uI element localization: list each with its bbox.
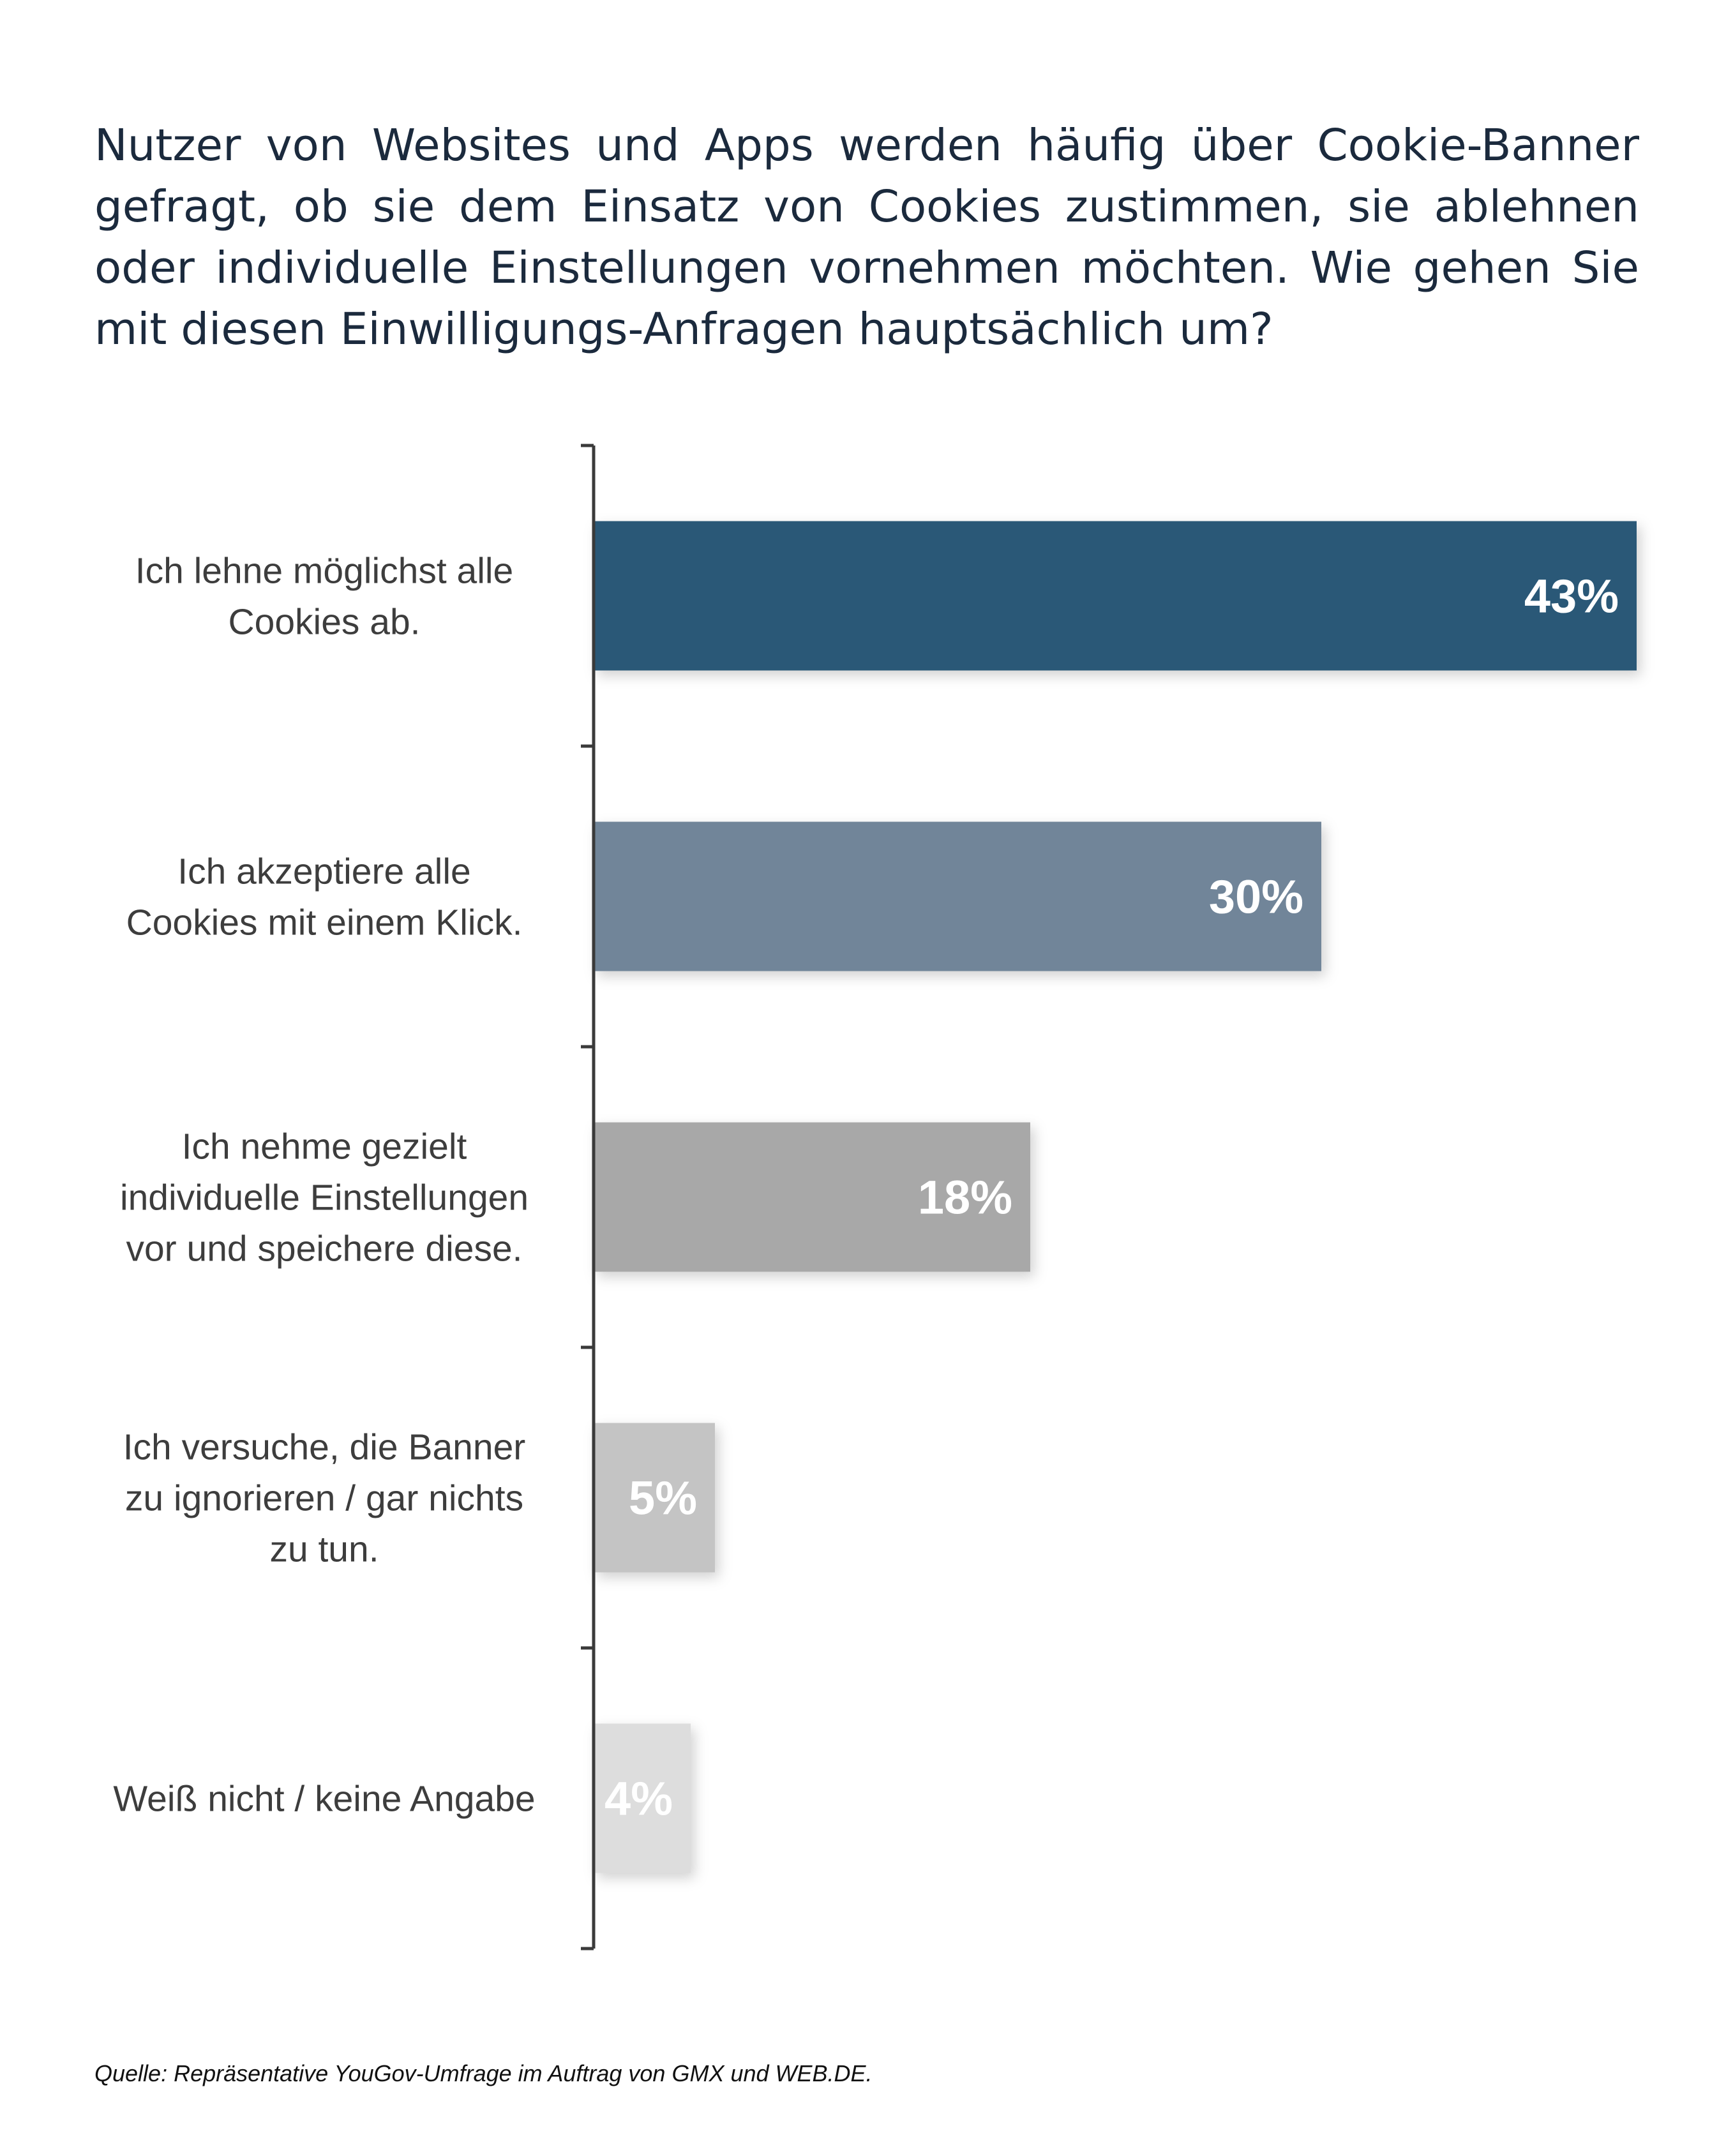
chart-title: Nutzer von Websites und Apps werden häuf… — [94, 120, 1639, 355]
data-label: 43% — [1524, 570, 1619, 623]
data-label: 30% — [1209, 871, 1303, 924]
bar — [594, 1723, 691, 1873]
category-label: Ich nehme gezielt individuelle Einstellun… — [120, 1127, 529, 1269]
data-label: 18% — [918, 1171, 1012, 1224]
category-label: Weiß nicht / keine Angabe — [113, 1779, 535, 1820]
category-label: Ich versuche, die Banner zu ignorieren / … — [123, 1427, 526, 1570]
bar — [594, 1423, 715, 1573]
data-label: 5% — [629, 1472, 697, 1525]
data-label: 4% — [604, 1772, 673, 1825]
category-label: Ich lehne möglichst alle Cookies ab. — [135, 551, 514, 643]
bar — [594, 1122, 1030, 1272]
bar — [594, 521, 1637, 671]
bar — [594, 821, 1321, 971]
category-label: Ich akzeptiere alle Cookies mit einem Kli… — [126, 851, 523, 943]
source-note: Quelle: Repräsentative YouGov-Umfrage im… — [94, 2060, 873, 2086]
